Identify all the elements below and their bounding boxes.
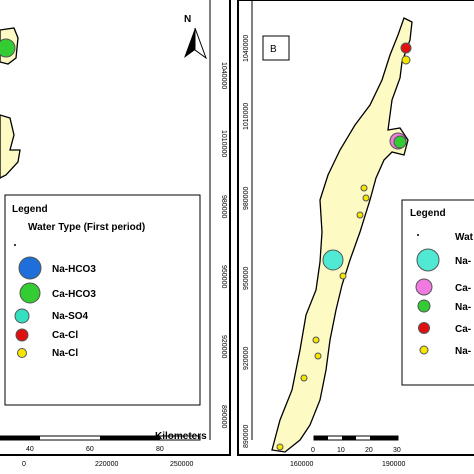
scale-bar	[0, 435, 201, 441]
sample-point	[362, 194, 370, 202]
legend-title: Legend	[12, 204, 48, 215]
scale-label: 40	[26, 446, 34, 453]
legend-dot	[417, 234, 419, 236]
y-coordinate: 1010000	[243, 103, 250, 130]
y-coordinate: 1040000	[243, 35, 250, 62]
sample-point	[276, 443, 284, 451]
legend-label: Na-	[455, 256, 471, 267]
legend-subtitle: Water Type (First period)	[28, 222, 145, 233]
legend-title: Legend	[410, 208, 446, 219]
scale-label: 10	[337, 447, 345, 454]
right-panel: B Legend Wat Na- Ca- Na- Ca- Na-	[237, 0, 474, 468]
scale-label: 60	[86, 446, 94, 453]
legend-label: Na-	[455, 302, 471, 313]
x-coordinate: 0	[22, 461, 26, 468]
legend-symbol	[415, 278, 433, 296]
sample-point	[393, 135, 407, 149]
legend-label: Na-SO4	[52, 311, 89, 322]
sample-point	[360, 184, 368, 192]
north-label: N	[184, 14, 191, 25]
x-coordinate: 190000	[382, 461, 405, 468]
north-arrow	[184, 27, 208, 60]
y-coordinate: 980000	[220, 195, 227, 218]
left-panel: N Legend Water Type (First period) Na-HC…	[0, 0, 231, 468]
legend-symbol	[419, 345, 429, 355]
legend-symbol	[418, 322, 430, 334]
scale-label: 0	[311, 447, 315, 454]
scale-label: 20	[365, 447, 373, 454]
x-coordinate: 160000	[290, 461, 313, 468]
sample-point	[312, 336, 320, 344]
legend-label: Ca-HCO3	[52, 289, 96, 300]
legend-label: Ca-	[455, 283, 471, 294]
sample-point	[401, 55, 411, 65]
y-coordinate: 1040000	[220, 62, 227, 89]
island	[0, 114, 21, 179]
sample-point	[356, 211, 364, 219]
legend-label: Ca-	[455, 324, 471, 335]
island	[271, 17, 413, 453]
sample-point	[400, 42, 412, 54]
legend-label: Ca-Cl	[52, 330, 78, 341]
y-coordinate: 980000	[243, 187, 250, 210]
sample-point	[0, 38, 16, 58]
y-coordinate: 920000	[243, 347, 250, 370]
y-coordinate: 890000	[243, 425, 250, 448]
legend-symbol	[417, 299, 431, 313]
sample-point	[322, 249, 344, 271]
y-coordinate: 950000	[243, 267, 250, 290]
scale-unit: Kilometers	[155, 431, 207, 442]
legend-label: Na-	[455, 346, 471, 357]
panel-label: B	[270, 44, 277, 55]
sample-point	[339, 272, 347, 280]
legend-symbol	[18, 256, 42, 280]
legend-label: Na-Cl	[52, 348, 78, 359]
sample-point	[314, 352, 322, 360]
scale-label: 80	[156, 446, 164, 453]
sample-point	[300, 374, 308, 382]
y-coordinate: 920000	[220, 335, 227, 358]
x-coordinate: 220000	[95, 461, 118, 468]
scale-label: 30	[393, 447, 401, 454]
x-coordinate: 250000	[170, 461, 193, 468]
legend-symbol	[15, 328, 29, 342]
legend-symbol	[416, 248, 440, 272]
legend-symbol	[14, 308, 30, 324]
y-coordinate: 890000	[220, 405, 227, 428]
legend-symbol	[19, 282, 41, 304]
legend-box	[401, 199, 474, 386]
legend-dot	[14, 244, 16, 246]
y-coordinate: 1010000	[220, 130, 227, 157]
legend-subtitle: Wat	[455, 232, 474, 243]
legend-label: Na-HCO3	[52, 264, 96, 275]
panel-label-box	[262, 35, 290, 61]
scale-bar	[313, 435, 399, 441]
y-coordinate: 950000	[220, 265, 227, 288]
legend-symbol	[17, 348, 27, 358]
